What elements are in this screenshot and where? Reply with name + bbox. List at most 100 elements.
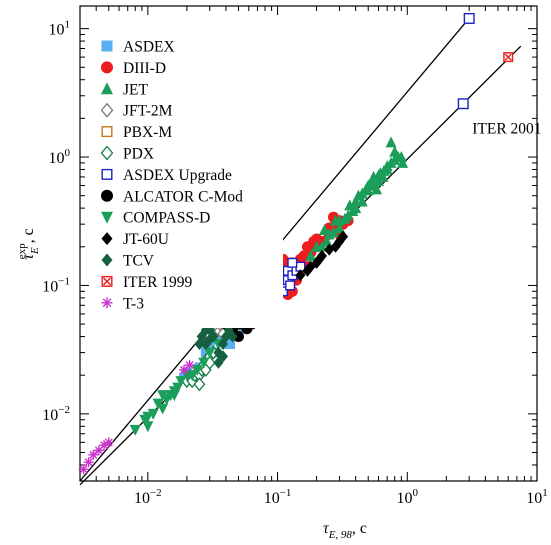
annotations: ITER 2001	[472, 121, 541, 138]
annotation-label: ITER 2001	[472, 121, 541, 138]
data-point	[301, 241, 313, 253]
legend-item: PBX-M	[101, 124, 172, 141]
data-point	[503, 52, 514, 63]
series-jet	[305, 136, 409, 261]
series-jt-60u	[295, 230, 349, 282]
data-point	[321, 235, 333, 247]
legend-marker	[101, 253, 113, 267]
legend-marker	[101, 189, 113, 202]
data-point	[175, 376, 187, 388]
legend-label: TCV	[123, 253, 155, 270]
legend-item: JT-60U	[101, 231, 169, 248]
series-t-3	[78, 360, 195, 475]
legend-marker	[101, 168, 113, 180]
y-axis-label: τEexp, c	[16, 228, 41, 259]
data-point	[191, 364, 203, 376]
legend-label: ITER 1999	[123, 274, 193, 291]
data-point	[147, 408, 159, 420]
plot-frame	[79, 5, 538, 482]
data-point	[225, 338, 236, 349]
data-point	[285, 280, 296, 291]
legend-label: PDX	[123, 146, 154, 163]
legend-label: JFT-2M	[123, 103, 173, 120]
data-point	[83, 457, 94, 468]
axis-tick-labels: 10−2 10−1 100 101 10−2 10−1 100 101	[42, 19, 547, 507]
legend-item: T-3	[101, 295, 144, 312]
y-tick-label: 10−1	[42, 275, 70, 295]
legend-label: JET	[123, 81, 149, 98]
legend-label: DIII-D	[123, 60, 166, 77]
data-point	[377, 170, 389, 182]
legend-marker	[100, 102, 114, 118]
data-point	[139, 414, 151, 426]
data-point	[395, 151, 407, 163]
legend-label: ASDEX	[123, 39, 175, 56]
legend-marker	[101, 61, 113, 74]
legend-item: ASDEX Upgrade	[101, 167, 232, 184]
data-point	[305, 249, 317, 261]
series-compass-d	[129, 338, 224, 436]
data-point	[356, 195, 368, 207]
legend-background	[96, 30, 283, 328]
legend-label: ALCATOR C-Mod	[123, 188, 243, 205]
data-point	[295, 269, 306, 282]
data-point	[368, 170, 380, 182]
legend-marker	[101, 40, 113, 52]
x-tick-label: 100	[397, 487, 419, 507]
data-point	[129, 424, 141, 436]
data-point	[360, 183, 372, 195]
legend-label: JT-60U	[123, 231, 169, 248]
legend-marker	[101, 232, 113, 246]
x-tick-label: 10−1	[264, 487, 292, 507]
data-point	[314, 253, 325, 266]
y-tick-label: 10−2	[42, 404, 70, 424]
data-point	[218, 350, 229, 363]
legend: ASDEX DIII-D JET JFT-2M PBX-M PDX ASDEX Upgrad…	[96, 30, 283, 328]
data-point	[287, 257, 298, 268]
data-point	[78, 464, 89, 475]
legend-marker	[101, 275, 113, 287]
data-point	[168, 390, 180, 402]
legend-item: ALCATOR C-Mod	[101, 188, 243, 205]
x-tick-label: 10−2	[134, 487, 162, 507]
data-point	[344, 199, 356, 211]
data-point	[333, 222, 345, 234]
legend-item: JET	[101, 81, 149, 98]
data-point	[385, 136, 397, 148]
data-point	[198, 357, 210, 369]
legend-label: T-3	[123, 295, 144, 312]
legend-item: DIII-D	[101, 60, 166, 77]
data-point	[371, 183, 383, 195]
y-tick-label: 100	[49, 147, 71, 167]
x-axis-label: τE, 98, c	[323, 520, 367, 541]
data-point	[318, 224, 330, 236]
data-point	[204, 347, 216, 359]
legend-item: COMPASS-D	[101, 210, 210, 227]
legend-item: ITER 1999	[101, 274, 193, 291]
data-point	[103, 437, 114, 448]
legend-marker	[101, 126, 113, 138]
data-point	[338, 230, 349, 243]
x-tick-label: 101	[526, 487, 548, 507]
legend-marker	[101, 211, 113, 224]
legend-item: TCV	[101, 253, 155, 270]
data-point	[196, 330, 207, 343]
data-point	[157, 403, 169, 415]
data-point	[157, 390, 169, 402]
data-point	[378, 164, 390, 176]
data-point	[193, 377, 206, 392]
y-tick-label: 101	[49, 19, 71, 39]
legend-label: COMPASS-D	[123, 210, 210, 227]
data-point	[330, 214, 342, 226]
legend-item: JFT-2M	[100, 102, 173, 120]
data-point	[200, 347, 211, 358]
iter2001-point	[457, 98, 469, 110]
data-point	[305, 260, 316, 273]
iter2001-point	[463, 12, 475, 24]
data-point	[88, 449, 99, 460]
legend-item: ASDEX	[101, 39, 175, 56]
legend-label: PBX-M	[123, 124, 172, 141]
legend-label: ASDEX Upgrade	[123, 167, 232, 184]
legend-marker	[100, 145, 114, 161]
